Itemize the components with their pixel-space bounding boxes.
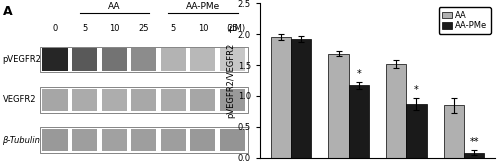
FancyBboxPatch shape: [131, 48, 156, 71]
Text: 0: 0: [52, 24, 58, 33]
FancyBboxPatch shape: [190, 129, 216, 151]
Bar: [40, 127, 248, 153]
Text: 10: 10: [198, 24, 208, 33]
FancyBboxPatch shape: [72, 89, 97, 111]
FancyBboxPatch shape: [131, 89, 156, 111]
FancyBboxPatch shape: [102, 89, 126, 111]
FancyBboxPatch shape: [72, 129, 97, 151]
Text: 10: 10: [109, 24, 120, 33]
Bar: [444, 105, 464, 158]
Bar: [406, 104, 426, 158]
Text: *: *: [356, 69, 361, 79]
Bar: [386, 64, 406, 158]
Text: AA: AA: [108, 2, 120, 11]
Text: *: *: [414, 85, 419, 95]
FancyBboxPatch shape: [42, 129, 68, 151]
Bar: [464, 153, 484, 158]
Bar: [348, 85, 369, 158]
Legend: AA, AA-PMe: AA, AA-PMe: [438, 7, 491, 34]
Text: β-Tubulin: β-Tubulin: [2, 136, 40, 145]
Text: AA-PMe: AA-PMe: [186, 2, 220, 11]
Text: VEGFR2: VEGFR2: [2, 95, 36, 104]
FancyBboxPatch shape: [190, 89, 216, 111]
Text: 25: 25: [138, 24, 149, 33]
FancyBboxPatch shape: [42, 48, 68, 71]
FancyBboxPatch shape: [102, 129, 126, 151]
Text: 25: 25: [227, 24, 238, 33]
Bar: [328, 54, 348, 158]
FancyBboxPatch shape: [161, 48, 186, 71]
Text: (μM): (μM): [226, 24, 245, 33]
Text: 5: 5: [82, 24, 87, 33]
Y-axis label: pVEGFR2/VEGFR2: pVEGFR2/VEGFR2: [226, 43, 235, 118]
FancyBboxPatch shape: [220, 48, 245, 71]
FancyBboxPatch shape: [72, 48, 97, 71]
Text: pVEGFR2: pVEGFR2: [2, 55, 42, 64]
FancyBboxPatch shape: [220, 129, 245, 151]
FancyBboxPatch shape: [161, 89, 186, 111]
FancyBboxPatch shape: [220, 89, 245, 111]
Text: A: A: [2, 5, 12, 18]
FancyBboxPatch shape: [42, 89, 68, 111]
FancyBboxPatch shape: [161, 129, 186, 151]
Text: 5: 5: [170, 24, 176, 33]
Text: **: **: [470, 137, 479, 147]
Bar: [40, 87, 248, 113]
Bar: [270, 37, 291, 158]
FancyBboxPatch shape: [131, 129, 156, 151]
FancyBboxPatch shape: [102, 48, 126, 71]
FancyBboxPatch shape: [190, 48, 216, 71]
Bar: [40, 47, 248, 72]
Bar: [291, 39, 311, 158]
